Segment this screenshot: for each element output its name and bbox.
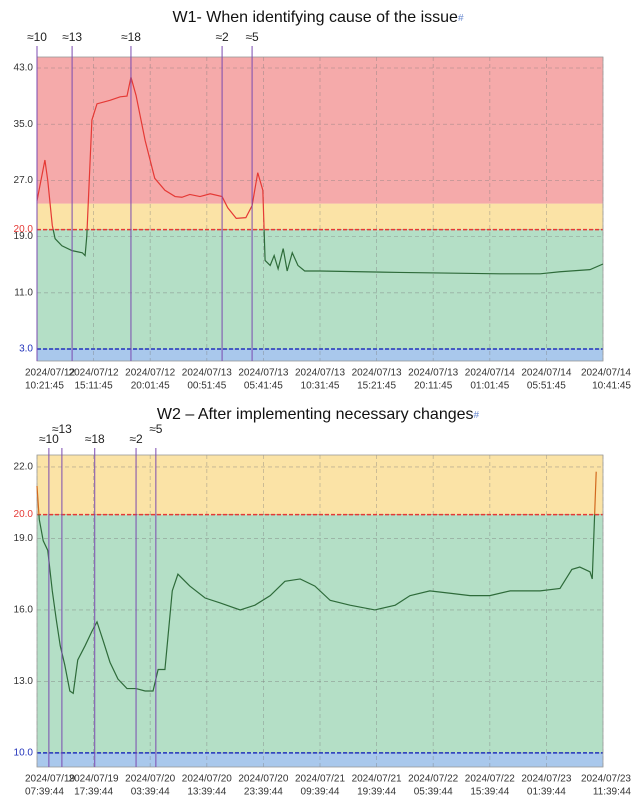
x-tick-label: 05:51:45: [527, 381, 566, 392]
x-tick-label: 20:01:45: [131, 381, 170, 392]
x-tick-label: 10:31:45: [301, 381, 340, 392]
plot-border: [36, 454, 604, 768]
y-tick-label: 3.0: [19, 344, 33, 355]
y-tick-label: 13.0: [14, 676, 34, 687]
y-tick-label: 19.0: [14, 533, 34, 544]
x-tick-label: 09:39:44: [301, 787, 340, 798]
annotation-label: ≈18: [85, 432, 105, 446]
x-tick-label: 15:11:45: [75, 381, 114, 392]
y-tick-label: 16.0: [14, 605, 34, 616]
x-tick-label: 01:01:45: [470, 381, 509, 392]
x-tick-label: 2024/07/13: [352, 368, 402, 379]
zone-band: [37, 455, 603, 515]
y-tick-label: 11.0: [14, 287, 33, 298]
x-tick-label: 2024/07/21: [295, 774, 345, 785]
title-anchor[interactable]: #: [474, 410, 480, 421]
x-tick-label: 2024/07/23: [581, 774, 631, 785]
x-tick-label: 2024/07/12: [125, 368, 175, 379]
x-tick-label: 2024/07/14: [581, 368, 631, 379]
x-tick-label: 2024/07/21: [352, 774, 402, 785]
x-tick-label: 13:39:44: [187, 787, 226, 798]
x-tick-label: 01:39:44: [527, 787, 566, 798]
annotation-label: ≈5: [149, 422, 163, 436]
x-tick-label: 2024/07/20: [125, 774, 175, 785]
x-tick-label: 15:39:44: [470, 787, 509, 798]
chart-title: W2 – After implementing necessary change…: [157, 406, 480, 423]
x-tick-label: 00:51:45: [187, 381, 226, 392]
annotation-label: ≈5: [245, 30, 259, 44]
zone-band: [37, 752, 603, 767]
zone-band: [37, 348, 603, 361]
x-tick-label: 11:39:44: [593, 787, 632, 798]
x-tick-label: 05:39:44: [414, 787, 453, 798]
annotation-label: ≈10: [39, 432, 59, 446]
x-tick-label: 2024/07/13: [238, 368, 288, 379]
x-tick-label: 2024/07/13: [408, 368, 458, 379]
x-tick-label: 07:39:44: [25, 787, 64, 798]
x-tick-label: 2024/07/13: [182, 368, 232, 379]
x-tick-label: 2024/07/22: [408, 774, 458, 785]
x-tick-label: 10:41:45: [592, 381, 631, 392]
x-tick-label: 15:21:45: [357, 381, 396, 392]
x-tick-label: 03:39:44: [131, 787, 170, 798]
chart-title: W1- When identifying cause of the issue#: [172, 9, 463, 26]
x-tick-label: 2024/07/13: [295, 368, 345, 379]
annotation-label: ≈13: [62, 30, 82, 44]
y-tick-label: 10.0: [14, 748, 34, 759]
y-tick-label: 19.0: [14, 231, 34, 242]
y-tick-label: 20.0: [14, 509, 34, 520]
x-tick-label: 2024/07/20: [238, 774, 288, 785]
x-tick-label: 17:39:44: [74, 787, 113, 798]
annotation-label: ≈13: [52, 422, 72, 436]
y-tick-label: 20.0: [14, 224, 34, 235]
x-tick-label: 2024/07/14: [521, 368, 571, 379]
annotation-label: ≈2: [215, 30, 229, 44]
data-line: [36, 76, 604, 275]
x-tick-label: 10:21:45: [25, 381, 64, 392]
x-tick-label: 2024/07/19: [69, 774, 119, 785]
x-tick-label: 2024/07/23: [521, 774, 571, 785]
annotation-label: ≈18: [121, 30, 141, 44]
x-tick-label: 2024/07/14: [465, 368, 515, 379]
chart-title-text: W1- When identifying cause of the issue: [172, 9, 458, 26]
x-tick-label: 2024/07/22: [465, 774, 515, 785]
chart-title-text: W2 – After implementing necessary change…: [157, 406, 474, 423]
x-tick-label: 2024/07/12: [69, 368, 119, 379]
x-tick-label: 05:41:45: [244, 381, 283, 392]
data-line: [36, 471, 597, 695]
annotation-label: ≈10: [27, 30, 47, 44]
x-tick-label: 23:39:44: [244, 787, 283, 798]
title-anchor[interactable]: #: [458, 13, 464, 24]
zone-band: [37, 514, 603, 753]
x-tick-label: 19:39:44: [357, 787, 396, 798]
x-tick-label: 20:11:45: [414, 381, 453, 392]
y-tick-label: 22.0: [14, 462, 34, 473]
x-tick-label: 2024/07/20: [182, 774, 232, 785]
y-tick-label: 35.0: [14, 119, 34, 130]
annotation-label: ≈2: [129, 432, 143, 446]
x-tick-label: 2024/07/12: [25, 368, 75, 379]
y-tick-label: 27.0: [14, 175, 34, 186]
x-tick-label: 2024/07/19: [25, 774, 75, 785]
y-tick-label: 43.0: [14, 63, 34, 74]
